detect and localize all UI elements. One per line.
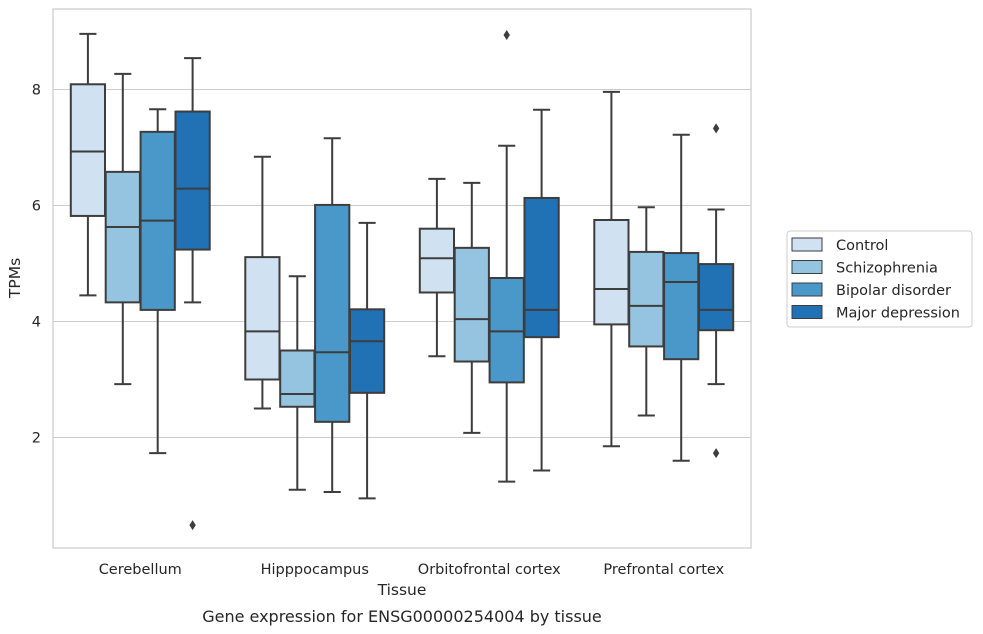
box-1-2: [244, 155, 281, 410]
legend-label: Schizophrenia: [836, 261, 938, 277]
box-iqr: [174, 110, 211, 251]
box-2-3: [453, 181, 490, 434]
box-1-4: [593, 90, 630, 448]
box-iqr: [314, 203, 351, 423]
box-4-4: [697, 123, 735, 459]
box-iqr: [348, 308, 386, 394]
y-tick-label: 8: [32, 83, 41, 99]
box-1-1: [69, 32, 107, 297]
box-iqr: [418, 227, 456, 294]
box-3-4: [663, 133, 700, 462]
box-4-2: [348, 221, 386, 500]
box-iqr: [453, 246, 490, 363]
outlier-point: [712, 448, 720, 459]
box-2-2: [279, 275, 316, 491]
box-2-4: [628, 206, 665, 417]
x-axis-label: Tissue: [377, 581, 427, 599]
box-iqr: [69, 83, 107, 217]
box-iqr: [244, 256, 281, 381]
box-iqr: [279, 349, 316, 408]
x-tick-label: Cerebellum: [99, 562, 182, 578]
legend-frame: [786, 230, 973, 328]
y-axis-label: TPMs: [6, 258, 24, 299]
y-tick-label: 4: [32, 315, 41, 331]
outlier-point: [712, 123, 720, 134]
x-tick-label: Orbitofrontal cortex: [418, 562, 561, 578]
box-iqr: [488, 277, 525, 384]
box-iqr: [593, 219, 630, 326]
box-3-1: [139, 108, 176, 455]
outlier-point: [189, 520, 196, 531]
box-4-3: [523, 108, 560, 472]
y-tick-label: 2: [32, 431, 41, 447]
legend-label: Control: [836, 238, 888, 254]
box-3-3: [488, 29, 525, 483]
plot-frame: [52, 8, 752, 549]
legend-label: Major depression: [836, 306, 960, 322]
box-3-2: [314, 137, 351, 494]
x-tick-label: Hipppocampus: [261, 562, 369, 578]
box-4-1: [174, 57, 211, 531]
y-tick-label: 6: [32, 199, 41, 215]
y-axis-ticks: 2 4 6 8: [32, 83, 41, 447]
legend-swatch: [791, 260, 823, 274]
box-iqr: [628, 250, 665, 348]
box-2-1: [104, 72, 141, 386]
x-tick-label: Prefrontal cortex: [603, 562, 724, 578]
box-iqr: [523, 196, 560, 339]
boxes: [69, 29, 735, 531]
box-iqr: [663, 252, 700, 361]
chart-caption: Gene expression for ENSG00000254004 by t…: [202, 607, 602, 626]
box-iqr: [697, 263, 735, 332]
legend-swatch: [791, 305, 823, 319]
legend-swatch: [791, 282, 823, 297]
outlier-point: [503, 29, 510, 40]
legend: Control Schizophrenia Bipolar disorder Majo…: [786, 230, 973, 328]
box-iqr: [104, 170, 141, 304]
legend-swatch: [791, 237, 823, 252]
legend-label: Bipolar disorder: [836, 283, 951, 299]
x-axis-ticks: Cerebellum Hipppocampus Orbitofrontal cort…: [99, 562, 725, 578]
